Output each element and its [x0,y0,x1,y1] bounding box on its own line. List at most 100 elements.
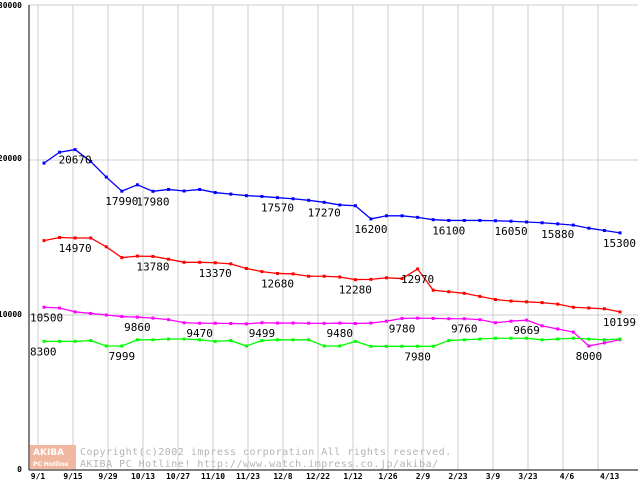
data-label: 17990 [105,195,138,208]
data-point [540,221,544,225]
data-point [213,339,217,343]
data-point [276,196,280,200]
axes [28,5,638,471]
data-point [89,311,93,315]
data-point [556,327,560,331]
data-point [416,267,420,271]
data-point [338,203,342,207]
data-point [167,187,171,191]
data-point [135,254,139,258]
data-point [244,322,248,326]
data-label: 20670 [59,154,92,167]
data-point [229,192,233,196]
data-point [462,218,466,222]
data-point [587,306,591,310]
x-tick-label: 9/29 [98,472,117,480]
data-point [556,302,560,306]
data-label: 7980 [404,350,431,363]
data-point [447,339,451,343]
data-point [322,344,326,348]
data-point [400,344,404,348]
data-point [182,189,186,193]
data-point [462,291,466,295]
data-point [167,257,171,261]
x-tick-label: 10/27 [166,472,190,480]
series-line-3 [44,337,621,347]
x-tick-label: 12/22 [306,472,330,480]
akiba-logo-box [30,445,76,469]
data-point [89,236,93,240]
data-point [73,310,77,314]
data-point [338,344,342,348]
data-point [104,344,108,348]
data-point [291,197,295,201]
data-point [120,189,124,193]
series-line-0 [43,148,621,234]
data-point [42,239,46,243]
data-label: 9780 [389,322,416,335]
data-point [276,321,280,325]
data-point [260,270,264,274]
data-point [525,318,529,322]
data-label: 9860 [124,321,151,334]
x-tick-label: 1/26 [378,472,397,480]
data-point [104,313,108,317]
data-point [182,260,186,264]
data-label: 16100 [432,224,465,237]
data-label: 12280 [339,284,372,297]
data-point [229,322,233,326]
data-point [509,219,513,223]
data-point [353,278,357,282]
data-point [416,316,420,320]
data-point [42,339,46,343]
x-tick-label: 9/1 [31,472,46,480]
data-point [525,300,529,304]
data-label: 7999 [109,350,136,363]
data-point [89,160,93,164]
data-point [73,339,77,343]
data-point [73,148,77,152]
data-label: 13780 [136,260,169,273]
data-point [135,338,139,342]
data-point [509,299,513,303]
data-point [353,322,357,326]
data-label: 9499 [249,327,276,340]
data-label: 9470 [186,327,213,340]
data-point [571,336,575,340]
data-point [447,317,451,321]
data-point [384,344,388,348]
series-line-1 [43,236,621,313]
data-point [151,189,155,193]
pc-hotline-logo-text: PC Hotline [33,461,68,468]
data-point [151,316,155,320]
data-point [182,321,186,325]
data-point [602,229,606,233]
data-point [244,194,248,198]
data-point [42,305,46,309]
data-label: 9480 [327,327,354,340]
data-point [167,337,171,341]
data-point [478,218,482,222]
data-point [307,274,311,278]
data-point [58,339,62,343]
data-point [416,344,420,348]
series-line-2 [43,306,621,347]
data-point [384,276,388,280]
data-point [369,277,373,281]
data-point [244,267,248,270]
data-point [369,321,373,325]
data-point [198,338,202,342]
y-tick-label: 30000 [0,1,22,10]
site-url-line: AKIBA PC Hotline! http://www.watch.impre… [80,459,439,470]
data-point [525,336,529,340]
x-tick-label: 9/15 [63,472,82,480]
data-label: 10500 [30,311,63,324]
data-point [198,260,202,264]
data-point [602,307,606,311]
data-point [431,316,435,320]
data-point [431,344,435,348]
data-point [369,217,373,221]
y-tick-label: 10000 [0,310,22,319]
